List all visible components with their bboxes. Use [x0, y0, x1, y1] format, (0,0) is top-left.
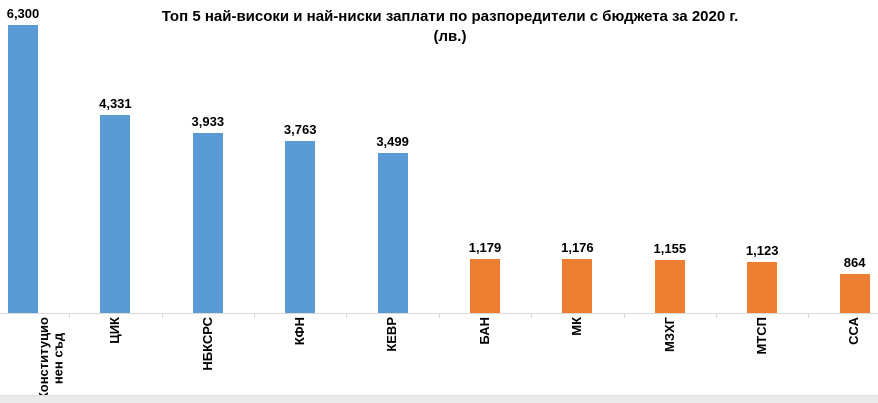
- bar: [100, 115, 131, 313]
- category-label-cell: КФН: [254, 317, 346, 399]
- bar: [839, 274, 870, 313]
- bar-value-label: 3,499: [376, 134, 409, 149]
- category-label-cell: ССА: [809, 317, 878, 399]
- category-label: ЦИК: [107, 317, 123, 344]
- bar-value-label: 3,933: [191, 114, 225, 129]
- category-label-cell: МК: [531, 317, 623, 399]
- category-label-cell: МЗХГ: [624, 317, 716, 399]
- category-label-cell: КЕВР: [347, 317, 439, 399]
- bar: [654, 260, 685, 313]
- chart-title: Топ 5 най-високи и най-ниски заплати по …: [161, 8, 739, 25]
- category-label-cell: БАН: [439, 317, 531, 399]
- bar: [470, 259, 500, 313]
- bar-value-label: 3,763: [283, 122, 317, 137]
- bottom-strip: [0, 395, 878, 403]
- bar-value-label: 864: [843, 255, 866, 270]
- x-axis-line: [0, 313, 878, 314]
- category-label: МТСП: [753, 317, 769, 355]
- chart-subtitle: (лв.): [433, 28, 467, 45]
- category-label: КФН: [291, 317, 307, 346]
- bar-value-label: 1,155: [653, 241, 687, 256]
- x-axis-tick: [162, 314, 163, 318]
- bar: [285, 141, 316, 313]
- bar: [377, 153, 408, 313]
- x-axis-tick: [254, 314, 255, 318]
- x-axis-tick: [624, 314, 625, 318]
- x-axis-tick: [808, 314, 809, 318]
- category-label: МЗХГ: [661, 317, 677, 353]
- x-axis-tick: [69, 314, 70, 318]
- bar: [747, 262, 778, 313]
- category-label-cell: НБКСРС: [162, 317, 254, 399]
- category-label-cell: МТСП: [716, 317, 808, 399]
- category-label-cell: ЦИК: [69, 317, 161, 399]
- bar-value-label: 1,123: [745, 243, 779, 258]
- category-label: КЕВР: [384, 317, 400, 352]
- x-axis-tick: [439, 314, 440, 318]
- category-label: МК: [569, 317, 585, 336]
- category-label: БАН: [476, 317, 492, 345]
- bar-value-label: 4,331: [99, 96, 132, 111]
- bar-value-label: 6,300: [6, 6, 40, 21]
- x-axis-tick: [346, 314, 347, 318]
- x-axis-tick: [531, 314, 532, 318]
- bar: [192, 133, 223, 313]
- bar-value-label: 1,176: [561, 240, 594, 255]
- bar: [562, 259, 593, 313]
- category-label: НБКСРС: [199, 317, 215, 371]
- x-axis-tick: [716, 314, 717, 318]
- bar: [8, 25, 38, 313]
- chart-title-block: Топ 5 най-високи и най-ниски заплати по …: [0, 7, 878, 47]
- category-label: Конституцио нен съд: [36, 317, 66, 401]
- category-label: ССА: [846, 317, 862, 345]
- bar-value-label: 1,179: [468, 240, 502, 255]
